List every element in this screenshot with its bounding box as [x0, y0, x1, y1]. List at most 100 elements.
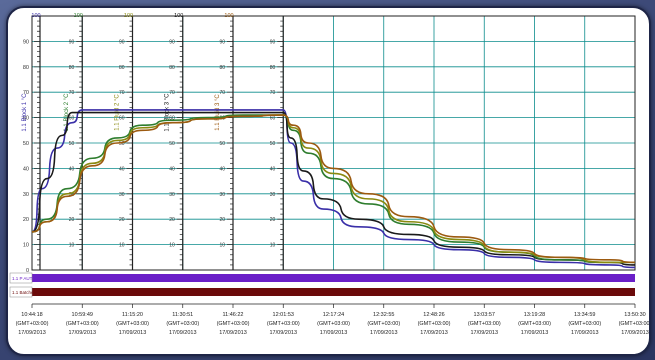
x-axis-tick-label: 17/09/2013: [169, 330, 197, 336]
band-label-box: [9, 272, 33, 284]
y-axis-tick-label: 50: [69, 141, 75, 147]
y-axis-tick-label: 70: [69, 90, 75, 96]
y-axis-tick-label: 50: [119, 141, 125, 147]
y-axis-tick-label: 10: [270, 243, 276, 249]
left-axis-tick-label: 70: [23, 90, 29, 96]
x-axis-tick-label: (GMT+03:00): [267, 321, 300, 327]
x-axis-tick-label: (GMT+03:00): [317, 321, 350, 327]
x-axis-tick-label: 13:34:59: [574, 312, 595, 318]
x-axis-tick-label: 12:01:53: [273, 312, 294, 318]
x-axis-tick-label: 17/09/2013: [219, 330, 247, 336]
y-axis-top-label: 100: [31, 13, 40, 19]
x-axis-tick-label: 17/09/2013: [269, 330, 297, 336]
x-axis-tick-label: 13:03:57: [474, 312, 495, 318]
series-line: [31, 111, 636, 266]
x-axis-tick-label: 11:46:22: [222, 312, 243, 318]
y-axis-tick-label: 70: [119, 90, 125, 96]
band-label: 1.1 Batches: [12, 290, 37, 295]
y-axis-tick-label: 50: [270, 141, 276, 147]
y-axis-tick-label: 80: [69, 65, 75, 71]
y-axis-tick-label: 90: [69, 39, 75, 45]
y-axis-title: 1.1 Block 2 °C: [64, 93, 70, 132]
y-axis-tick-label: 80: [119, 65, 125, 71]
x-axis-tick-label: 17/09/2013: [119, 330, 147, 336]
x-axis-tick-label: 17/09/2013: [18, 330, 46, 336]
y-axis-tick-label: 70: [270, 90, 276, 96]
y-axis-tick-label: 50: [219, 141, 225, 147]
y-axis-tick-label: 30: [270, 192, 276, 198]
y-axis-tick-label: 10: [169, 243, 175, 249]
band-label-box: [9, 286, 33, 298]
y-axis-top-label: 100: [224, 13, 233, 19]
y-axis-tick-label: 40: [69, 166, 75, 172]
y-axis-tick-label: 20: [219, 217, 225, 223]
x-axis-tick-label: 13:19:28: [524, 312, 545, 318]
x-axis-tick-label: 17/09/2013: [68, 330, 96, 336]
x-axis-tick-label: 17/09/2013: [470, 330, 498, 336]
x-axis-tick-label: 13:50:30: [624, 312, 645, 318]
left-axis-tick-label: 0: [26, 268, 29, 274]
left-axis-tick-label: 80: [23, 65, 29, 71]
x-axis-tick-label: 10:44:18: [21, 312, 42, 318]
y-axis-tick-label: 30: [169, 192, 175, 198]
y-axis-tick-label: 60: [270, 116, 276, 122]
left-axis-tick-label: 60: [23, 116, 29, 122]
plot-border: [31, 15, 636, 271]
y-axis-top-label: 100: [74, 13, 83, 19]
y-axis-tick-label: 10: [219, 243, 225, 249]
x-axis-tick-label: 11:30:51: [172, 312, 193, 318]
y-axis-tick-label: 70: [219, 90, 225, 96]
band-label: 1.1 P AUT: [12, 276, 33, 281]
y-axis-tick-label: 30: [119, 192, 125, 198]
y-axis-tick-label: 20: [169, 217, 175, 223]
left-axis-tick-label: 40: [23, 166, 29, 172]
left-axis-tick-label: 50: [23, 141, 29, 147]
left-axis-tick-label: 90: [23, 39, 29, 45]
x-axis-tick-label: 12:17:24: [323, 312, 344, 318]
x-axis-tick-label: 17/09/2013: [420, 330, 448, 336]
x-axis-tick-label: (GMT+03:00): [116, 321, 149, 327]
x-axis-tick-label: (GMT+03:00): [568, 321, 601, 327]
y-axis-tick-label: 30: [219, 192, 225, 198]
y-axis-tick-label: 40: [169, 166, 175, 172]
x-axis-tick-label: (GMT+03:00): [66, 321, 99, 327]
x-axis-tick-label: (GMT+03:00): [619, 321, 649, 327]
x-axis-tick-label: 17/09/2013: [571, 330, 599, 336]
chart-frame: 90 80 70 60 50 40 30 20 10 0 100 1.1 Block 1 °C 10 20…: [6, 6, 651, 356]
x-axis-tick-label: (GMT+03:00): [367, 321, 400, 327]
x-axis-tick-label: 17/09/2013: [320, 330, 348, 336]
y-axis-tick-label: 60: [119, 116, 125, 122]
y-axis-tick-label: 60: [169, 116, 175, 122]
y-axis-tick-label: 20: [270, 217, 276, 223]
y-axis-tick-label: 90: [219, 39, 225, 45]
x-axis: 10:44:18 (GMT+03:00) 17/09/2013 10:59:49 (GM…: [16, 303, 649, 336]
y-axis-tick-label: 10: [119, 243, 125, 249]
y-axis-tick-label: 20: [69, 217, 75, 223]
x-axis-tick-label: 11:15:20: [122, 312, 143, 318]
left-axis-tick-label: 20: [23, 217, 29, 223]
series-line: [31, 114, 636, 264]
series-layer: [31, 109, 636, 269]
y-axis-tick-label: 90: [270, 39, 276, 45]
x-axis-tick-label: (GMT+03:00): [518, 321, 551, 327]
x-axis-tick-label: 12:48:26: [423, 312, 444, 318]
left-axis-tick-label: 30: [23, 192, 29, 198]
y-axis-title: 1.1 Block 1 °C: [22, 93, 28, 132]
x-axis-tick-label: 17/09/2013: [521, 330, 549, 336]
status-band: [32, 274, 635, 282]
y-axis-tick-label: 50: [169, 141, 175, 147]
x-axis-tick-label: (GMT+03:00): [217, 321, 250, 327]
y-axis-tick-label: 70: [169, 90, 175, 96]
y-axis-tick-label: 40: [219, 166, 225, 172]
y-axis-tick-label: 80: [219, 65, 225, 71]
y-axis-tick-label: 80: [270, 65, 276, 71]
y-axis-tick-label: 90: [169, 39, 175, 45]
x-axis-tick-label: 12:32:55: [373, 312, 394, 318]
x-axis-tick-label: 17/09/2013: [621, 330, 649, 336]
status-band: [32, 288, 635, 296]
y-axis-tick-label: 90: [119, 39, 125, 45]
x-axis-tick-label: (GMT+03:00): [166, 321, 199, 327]
x-axis-tick-label: 10:59:49: [72, 312, 93, 318]
